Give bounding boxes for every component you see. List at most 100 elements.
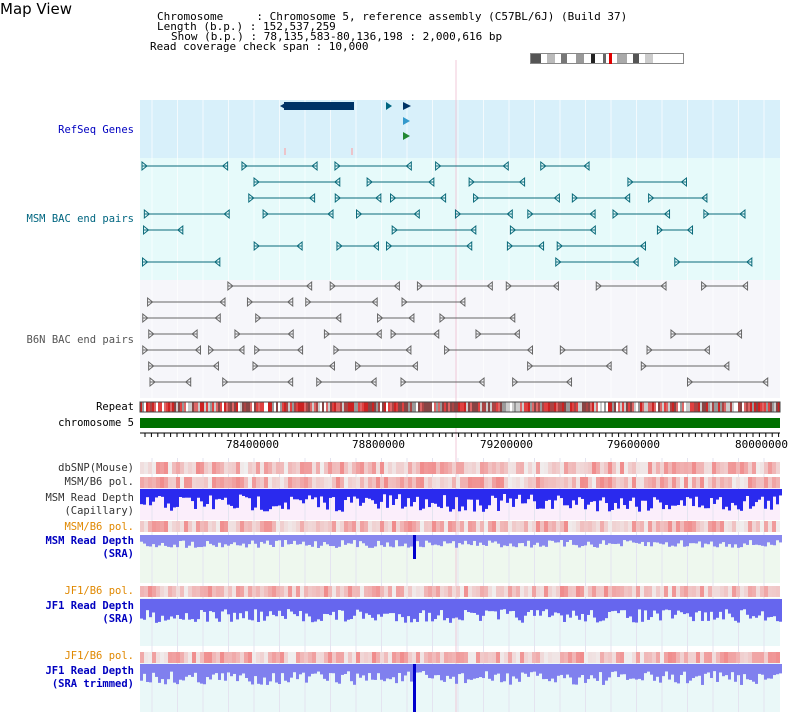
- dbsnp-cell: [560, 462, 564, 474]
- msm-sra-depth-bar: [473, 535, 476, 541]
- dbsnp-cell: [620, 462, 624, 474]
- msm-sra-depth-bar: [446, 535, 449, 544]
- repeat-segment: [452, 402, 454, 412]
- repeat-segment: [300, 402, 302, 412]
- msm-b6-pol-cell: [420, 477, 424, 488]
- msm-cap-depth-bar: [653, 489, 656, 498]
- jf1-b6-pol-2-cell: [560, 652, 564, 663]
- msm-cap-depth-bar: [251, 489, 254, 511]
- msm-b6-pol-cell: [536, 477, 540, 488]
- msm-sra-depth-bar: [683, 535, 686, 547]
- jf1-sra-depth-bar: [779, 599, 782, 622]
- repeat-segment: [420, 402, 422, 412]
- msm-sra-depth-bar: [167, 535, 170, 547]
- repeat-segment: [726, 402, 728, 412]
- b6n-bac-pair-end: [513, 328, 520, 340]
- repeat-segment: [366, 402, 368, 412]
- b6n-bac-pair-end: [670, 328, 677, 340]
- jf1-sra-depth-bar: [452, 599, 455, 619]
- jf1-sra-depth-bar: [230, 599, 233, 622]
- msm-cap-depth-bar: [773, 489, 776, 497]
- track-label-b6n-bac: B6N BAC end pairs: [26, 334, 134, 346]
- msm-cap-depth-bar: [266, 489, 269, 512]
- dbsnp-cell: [316, 462, 320, 474]
- repeat-segment: [306, 402, 308, 412]
- jf1-sra-depth-bar: [575, 599, 578, 616]
- msm-cap-depth-bar: [509, 489, 512, 499]
- jf1-trim-depth-bar: [683, 664, 686, 672]
- chromosome-bar: [140, 418, 780, 428]
- msm-sra-depth-bar: [284, 535, 287, 541]
- dbsnp-cell: [288, 462, 292, 474]
- msm-sra-depth-bar: [779, 535, 782, 543]
- jf1-sra-depth-bar: [464, 599, 467, 611]
- repeat-segment: [778, 402, 780, 412]
- dbsnp-cell: [444, 462, 448, 474]
- jf1-sra-depth-bar: [650, 599, 653, 618]
- repeat-segment: [712, 402, 714, 412]
- jf1-trim-depth-bar: [467, 664, 470, 680]
- msm-b6-pol-cell: [716, 477, 720, 488]
- repeat-segment: [564, 402, 566, 412]
- jf1-b6-pol-cell: [552, 586, 556, 597]
- jf1-sra-depth-bar: [365, 599, 368, 614]
- msm-sra-depth-bar: [470, 535, 473, 546]
- jf1-b6-pol-cell: [692, 586, 696, 597]
- msm-b6-pol-2-cell: [216, 521, 220, 532]
- repeat-segment: [302, 402, 304, 412]
- jf1-b6-pol-2-cell: [728, 652, 732, 663]
- jf1-b6-pol-cell: [256, 586, 260, 597]
- msm-b6-pol-cell: [596, 477, 600, 488]
- dbsnp-cell: [468, 462, 472, 474]
- msm-b6-pol-2-cell: [352, 521, 356, 532]
- jf1-trim-depth-bar: [554, 664, 557, 683]
- jf1-trim-depth-bar: [299, 664, 302, 675]
- msm-sra-depth-bar: [464, 535, 467, 541]
- msm-sra-depth-bar: [377, 535, 380, 541]
- msm-bac-pair-end: [262, 208, 269, 220]
- dbsnp-cell: [704, 462, 708, 474]
- jf1-trim-depth-bar: [482, 664, 485, 679]
- dbsnp-cell: [656, 462, 660, 474]
- repeat-segment: [464, 402, 466, 412]
- msm-sra-depth-bar: [158, 535, 161, 546]
- repeat-segment: [344, 402, 346, 412]
- msm-b6-pol-2-cell: [460, 521, 464, 532]
- msm-b6-pol-2-cell: [444, 521, 448, 532]
- jf1-b6-pol-cell: [156, 586, 160, 597]
- msm-sra-depth-bar: [206, 535, 209, 542]
- msm-b6-pol-2-cell: [736, 521, 740, 532]
- msm-b6-pol-2-cell: [180, 521, 184, 532]
- jf1-trim-depth-bar: [170, 664, 173, 672]
- dbsnp-cell: [388, 462, 392, 474]
- jf1-trim-depth-bar: [320, 664, 323, 675]
- dbsnp-cell: [464, 462, 468, 474]
- msm-cap-depth-bar: [659, 489, 662, 503]
- track-label-jf1-read-depth-sra: JF1 Read Depth: [45, 600, 134, 612]
- dbsnp-cell: [260, 462, 264, 474]
- msm-b6-pol-cell: [304, 477, 308, 488]
- msm-bac-pair-end: [311, 160, 318, 172]
- msm-bac-pair-end: [223, 208, 230, 220]
- repeat-segment: [606, 402, 608, 412]
- msm-cap-depth-bar: [500, 489, 503, 501]
- msm-b6-pol-2-cell: [312, 521, 316, 532]
- msm-b6-pol-2-cell: [152, 521, 156, 532]
- jf1-sra-depth-bar: [620, 599, 623, 611]
- repeat-segment: [674, 402, 676, 412]
- repeat-segment: [478, 402, 480, 412]
- msm-b6-pol-cell: [472, 477, 476, 488]
- msm-b6-pol-2-cell: [404, 521, 408, 532]
- msm-cap-depth-bar: [203, 489, 206, 507]
- dbsnp-cell: [752, 462, 756, 474]
- jf1-b6-pol-cell: [732, 586, 736, 597]
- msm-cap-depth-bar: [764, 489, 767, 509]
- dbsnp-cell: [244, 462, 248, 474]
- jf1-trim-depth-bar: [569, 664, 572, 678]
- jf1-b6-pol-cell: [772, 586, 776, 597]
- msm-cap-depth-bar: [287, 489, 290, 510]
- chromosome-ideogram[interactable]: [530, 53, 684, 64]
- msm-sra-depth-bar: [296, 535, 299, 545]
- msm-b6-pol-2-cell: [700, 521, 704, 532]
